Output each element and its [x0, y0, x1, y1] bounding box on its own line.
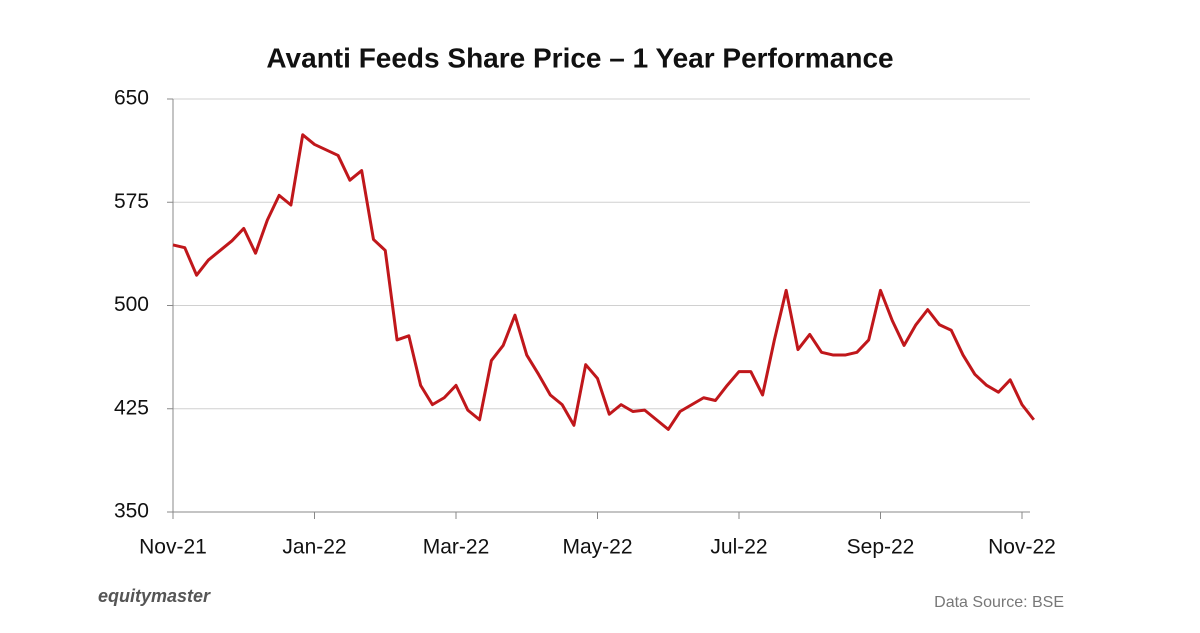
y-tick-label: 425	[114, 396, 149, 419]
source-note: Data Source: BSE	[934, 594, 1064, 611]
x-tick-label: Sep-22	[847, 536, 915, 559]
x-tick-label: May-22	[562, 536, 632, 559]
x-tick-label: Nov-22	[988, 536, 1056, 559]
y-tick-label: 350	[114, 500, 149, 523]
x-tick-label: Jul-22	[710, 536, 767, 559]
x-tick-label: Nov-21	[139, 536, 207, 559]
y-tick-label: 500	[114, 293, 149, 316]
y-tick-label: 575	[114, 190, 149, 213]
x-tick-label: Mar-22	[423, 536, 490, 559]
logo: equitymaster	[98, 586, 211, 606]
x-tick-label: Jan-22	[282, 536, 346, 559]
price-line	[172, 133, 1035, 431]
chart-title: Avanti Feeds Share Price – 1 Year Perfor…	[266, 42, 893, 73]
y-tick-label: 650	[114, 87, 149, 110]
